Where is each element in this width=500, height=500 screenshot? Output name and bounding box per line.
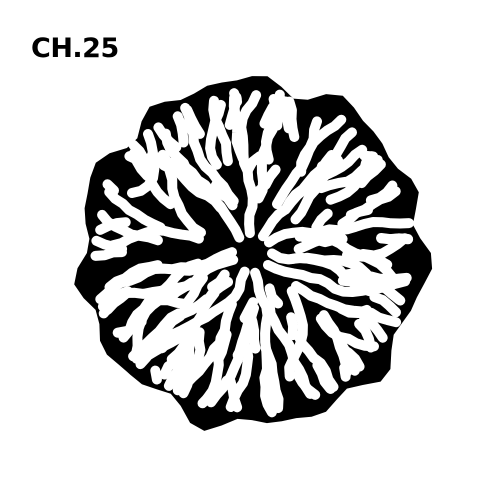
- pattern-channel: [369, 291, 401, 318]
- pattern-channel: [175, 260, 212, 276]
- pattern-channel: [98, 301, 115, 319]
- pattern-channel: [304, 161, 327, 195]
- pattern-channel: [170, 294, 212, 322]
- pattern-channel: [172, 111, 189, 148]
- pattern-channels: [90, 88, 414, 418]
- pattern-channel: [206, 375, 232, 408]
- pattern-channel: [239, 297, 258, 324]
- pattern-channel: [225, 376, 243, 413]
- pattern-channel: [124, 151, 155, 179]
- pattern-channel: [112, 316, 147, 338]
- pattern-channel: [264, 217, 414, 248]
- pattern-channel: [153, 122, 182, 153]
- pattern-channel: [359, 150, 379, 162]
- pattern-channel: [284, 96, 300, 142]
- pattern-channel: [331, 127, 357, 159]
- pattern-channel: [163, 357, 187, 391]
- pattern-channel: [102, 179, 119, 196]
- pattern-channel: [182, 105, 205, 139]
- page-title: CH.25: [31, 33, 119, 64]
- pattern-channel: [268, 94, 283, 131]
- pattern-channel: [104, 260, 163, 292]
- pattern-channel: [320, 376, 336, 394]
- pattern-channel: [197, 391, 214, 409]
- pattern-channel: [164, 277, 197, 304]
- pattern-channel: [232, 334, 252, 361]
- pattern-channel: [356, 159, 386, 189]
- pattern-channel: [286, 312, 299, 341]
- pattern-channel: [207, 269, 230, 292]
- pattern-channel: [292, 369, 321, 400]
- pattern-channel: [208, 95, 233, 167]
- pattern-channel: [345, 205, 373, 220]
- pattern-channel: [244, 308, 261, 354]
- pattern-channel: [95, 217, 131, 235]
- pattern-channel: [150, 365, 162, 385]
- pattern-channel: [210, 180, 238, 211]
- pattern-channel: [135, 329, 174, 362]
- pattern-channel: [97, 286, 133, 306]
- pattern-channel: [293, 233, 338, 254]
- pattern-channel: [243, 151, 265, 175]
- pattern-channel: [336, 303, 372, 318]
- pattern-channel: [159, 349, 187, 380]
- pattern-channel: [127, 129, 160, 198]
- pattern-channel: [250, 164, 281, 204]
- pattern-channel: [152, 154, 226, 213]
- pattern-channel: [213, 329, 232, 365]
- pattern-channel: [311, 208, 333, 233]
- pattern-channel: [263, 376, 278, 413]
- pattern-channel: [336, 339, 352, 375]
- pattern-channel: [286, 252, 315, 265]
- pattern-channel: [315, 313, 379, 352]
- pattern-channel: [354, 318, 376, 353]
- pattern-channel: [264, 283, 284, 309]
- pattern-channel: [365, 180, 398, 206]
- pattern-channel: [339, 268, 412, 284]
- pattern-channel: [91, 235, 128, 254]
- pattern-channel: [349, 249, 393, 270]
- pattern-channel: [296, 116, 322, 177]
- pattern-channel: [104, 187, 166, 233]
- pattern-channel: [359, 313, 388, 343]
- pattern-channel: [376, 233, 413, 245]
- pattern-channel: [174, 337, 226, 395]
- pattern-channel: [373, 276, 405, 305]
